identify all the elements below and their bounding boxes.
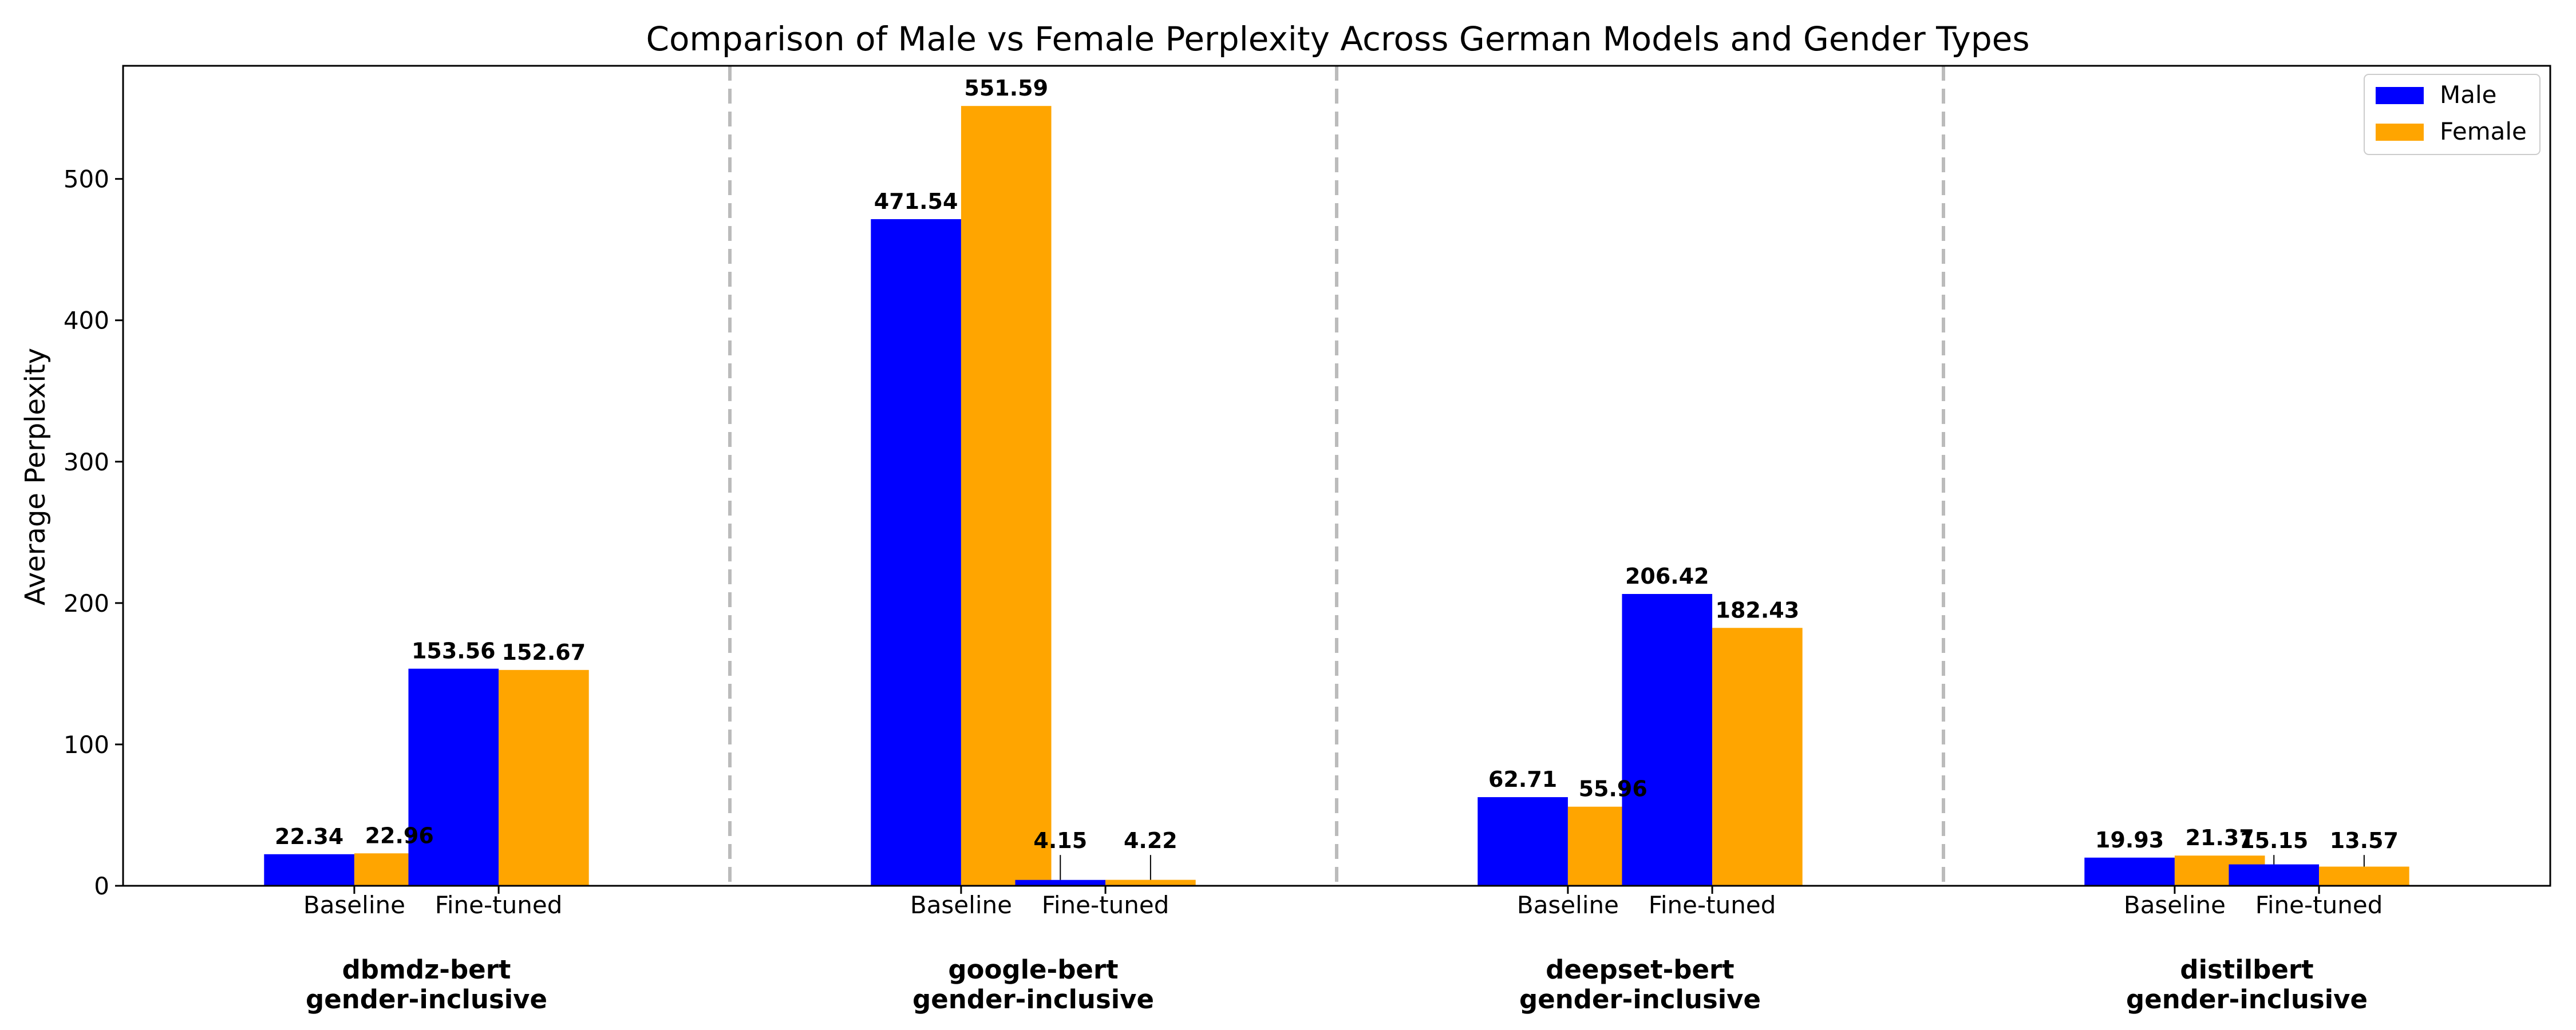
data-label: 551.59 — [964, 76, 1048, 101]
data-label: 55.96 — [1579, 777, 1647, 802]
female-bar — [2319, 866, 2409, 886]
data-label: 471.54 — [874, 189, 958, 214]
group-type-label: gender-inclusive — [306, 984, 547, 1015]
legend-swatch — [2376, 87, 2424, 104]
x-tick-label: Fine-tuned — [1649, 891, 1776, 919]
y-tick-label: 500 — [64, 165, 109, 193]
x-tick-label: Baseline — [2124, 891, 2226, 919]
group-model-label: dbmdz-bert — [342, 954, 511, 985]
data-label: 22.96 — [365, 823, 434, 848]
legend-swatch — [2376, 124, 2424, 141]
group-type-label: gender-inclusive — [1519, 984, 1761, 1015]
legend-label: Male — [2440, 81, 2496, 109]
legend-label: Female — [2440, 117, 2527, 145]
male-bar — [1477, 797, 1568, 886]
legend: Male Female — [2364, 74, 2541, 155]
x-axis-ticks: Baseline Fine-tuned Baseline Fine-tuned Base… — [303, 886, 2383, 919]
group-type-label: gender-inclusive — [912, 984, 1154, 1015]
female-bar — [1105, 880, 1196, 886]
group-type-label: gender-inclusive — [2126, 984, 2368, 1015]
y-tick-label: 100 — [64, 731, 109, 759]
x-tick-label: Fine-tuned — [435, 891, 563, 919]
male-bar — [871, 219, 961, 886]
male-bar — [2229, 864, 2320, 886]
chart-title: Comparison of Male vs Female Perplexity … — [646, 19, 2029, 58]
male-bar — [1015, 880, 1106, 886]
y-tick-label: 400 — [64, 307, 109, 335]
data-label: 22.34 — [275, 824, 343, 849]
x-tick-label: Baseline — [910, 891, 1012, 919]
y-axis-label: Average Perplexity — [19, 348, 52, 605]
data-label: 19.93 — [2095, 827, 2164, 853]
female-bar — [499, 670, 589, 886]
bars — [264, 106, 2409, 886]
male-bar — [264, 854, 354, 886]
y-tick-label: 200 — [64, 589, 109, 617]
group-labels: dbmdz-bertgender-inclusivegoogle-bertgen… — [306, 954, 2368, 1015]
male-bar — [408, 668, 499, 886]
female-bar — [1712, 628, 1803, 886]
x-tick-label: Fine-tuned — [1042, 891, 1170, 919]
y-tick-label: 300 — [64, 448, 109, 476]
data-label: 4.15 — [1033, 828, 1087, 853]
data-label: 15.15 — [2239, 828, 2308, 853]
group-model-label: distilbert — [2180, 954, 2313, 985]
group-model-label: google-bert — [948, 954, 1118, 985]
x-tick-label: Baseline — [1517, 891, 1619, 919]
data-label: 206.42 — [1625, 564, 1709, 589]
data-label: 182.43 — [1716, 597, 1800, 623]
label-connectors — [1060, 855, 2365, 880]
data-label: 62.71 — [1488, 767, 1557, 792]
male-bar — [1622, 594, 1713, 886]
male-bar — [2084, 857, 2175, 886]
x-tick-label: Baseline — [303, 891, 405, 919]
group-model-label: deepset-bert — [1546, 954, 1734, 985]
data-label: 21.37 — [2186, 825, 2254, 850]
data-label: 153.56 — [412, 639, 496, 664]
data-label: 152.67 — [502, 640, 586, 665]
female-bar — [961, 106, 1052, 886]
y-tick-label: 0 — [94, 872, 109, 900]
data-labels: 22.34 22.96 153.56 152.67 471.54 551.59 4.15 4.… — [275, 76, 2399, 853]
plot-frame — [122, 65, 2551, 887]
data-label: 13.57 — [2330, 828, 2399, 853]
x-tick-label: Fine-tuned — [2255, 891, 2383, 919]
y-axis-ticks: 0 100 200 300 400 500 — [64, 165, 123, 900]
data-label: 4.22 — [1124, 828, 1178, 853]
